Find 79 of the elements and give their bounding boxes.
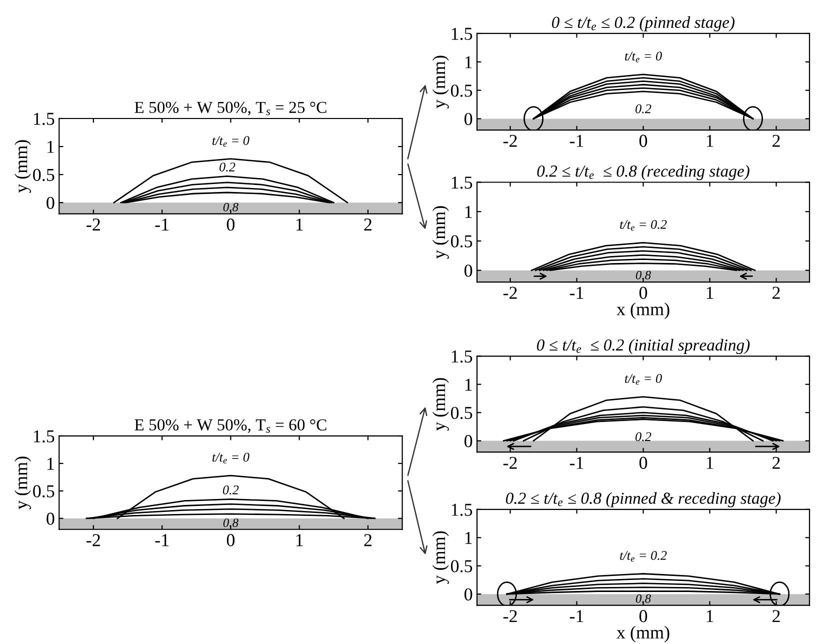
x-axis-title: x (mm)	[616, 626, 670, 642]
y-tick-label: 0.5	[450, 84, 472, 97]
x-tick-label: 0	[639, 134, 648, 147]
x-tick-label: 2	[772, 134, 780, 147]
x-tick-label: -1	[570, 610, 584, 622]
annotation: 0.8	[636, 594, 651, 603]
x-tick-label: 1	[706, 286, 714, 299]
y-tick-label: 0.5	[33, 485, 54, 498]
annotation: t/t$_{e}$ = 0.2	[620, 220, 667, 231]
chart-title: 0 ≤ t/t$_{e}$ ≤ 0.2 (initial spreading)	[536, 338, 750, 354]
x-tick-label: -1	[570, 456, 584, 469]
x-tick-label: -2	[503, 134, 517, 147]
annotation: 0.2	[636, 432, 652, 442]
y-tick-label: 0.5	[450, 560, 472, 572]
chart-title: 0 ≤ t/t$_{e}$ ≤ 0.2 (pinned stage)	[552, 16, 735, 32]
y-tick-label: 0	[46, 512, 54, 525]
y-axis-title: y (mm)	[432, 531, 449, 584]
y-tick-label: 1.5	[452, 176, 472, 189]
y-tick-label: 1	[465, 56, 472, 68]
y-tick-label: 1	[465, 206, 472, 218]
y-tick-label: 1.5	[34, 430, 54, 443]
x-tick-label: -1	[570, 134, 584, 147]
x-tick-label: 0	[639, 286, 648, 299]
y-tick-label: 1.5	[452, 504, 472, 516]
x-tick-label: -1	[155, 218, 169, 231]
x-axis-title: x (mm)	[616, 302, 670, 319]
x-tick-label: 0	[639, 456, 648, 469]
y-axis-title: y (mm)	[432, 378, 449, 431]
x-tick-label: 2	[364, 218, 372, 231]
chart-title: E 50% + W 50%, T$_{s}$ = 25 °C	[134, 102, 326, 116]
x-tick-label: -2	[86, 218, 100, 231]
annotation: 0.2	[220, 162, 236, 172]
x-tick-label: 1	[296, 534, 303, 546]
chart-title: 0.2 ≤ t/t$_{e}$ ≤ 0.8 (pinned & receding stage)	[506, 492, 781, 508]
annotation: t/t$_{e}$ = 0	[625, 374, 662, 385]
y-axis-title: y (mm)	[14, 456, 31, 510]
y-tick-label: 1.5	[452, 28, 472, 40]
x-tick-label: -2	[503, 610, 517, 622]
y-tick-label: 0.5	[450, 235, 472, 248]
x-tick-label: 1	[706, 456, 714, 469]
y-tick-label: 0.5	[450, 406, 472, 420]
x-tick-label: 2	[772, 610, 780, 622]
x-tick-label: 0	[639, 610, 648, 622]
x-tick-label: 2	[772, 286, 780, 299]
y-tick-label: 0	[464, 112, 472, 126]
x-tick-label: -2	[503, 456, 517, 469]
x-tick-label: -2	[503, 286, 517, 299]
annotation: t/t$_{e}$ = 0	[625, 52, 662, 62]
x-tick-label: 1	[706, 134, 714, 147]
x-tick-label: 1	[706, 610, 714, 622]
y-tick-label: 1.5	[452, 350, 472, 363]
annotation: 0.8	[223, 518, 238, 528]
y-tick-label: 0.5	[33, 168, 54, 182]
x-tick-label: 2	[772, 456, 780, 469]
x-tick-label: -2	[86, 534, 100, 546]
annotation: t/t$_{e}$ = 0	[212, 136, 250, 147]
y-axis-title: y (mm)	[432, 206, 449, 259]
annotation: 0.8	[223, 202, 238, 212]
y-axis-title: y (mm)	[14, 140, 31, 193]
y-tick-label: 0	[464, 264, 472, 277]
x-tick-label: 1	[296, 218, 303, 231]
x-tick-label: -1	[570, 286, 584, 299]
x-tick-label: 2	[364, 534, 372, 546]
annotation: t/t$_{e}$ = 0.2	[620, 550, 667, 562]
y-tick-label: 1	[465, 378, 472, 391]
y-axis-title: y (mm)	[432, 56, 449, 108]
x-tick-label: 0	[226, 218, 235, 231]
x-tick-label: 0	[226, 534, 235, 546]
annotation: 0.2	[636, 104, 652, 114]
y-tick-label: 1.5	[34, 112, 54, 126]
y-tick-label: 0	[464, 588, 472, 601]
annotation: 0.8	[636, 270, 651, 280]
x-tick-label: -1	[155, 534, 169, 546]
chart-title: 0.2 ≤ t/t$_{e}$ ≤ 0.8 (receding stage)	[537, 165, 750, 180]
annotation: t/t$_{e}$ = 0	[212, 452, 250, 464]
chart-title: E 50% + W 50%, T$_{s}$ = 60 °C	[134, 419, 326, 433]
y-tick-label: 0	[46, 196, 54, 210]
y-tick-label: 0	[464, 435, 472, 448]
annotation: 0.2	[222, 485, 239, 494]
